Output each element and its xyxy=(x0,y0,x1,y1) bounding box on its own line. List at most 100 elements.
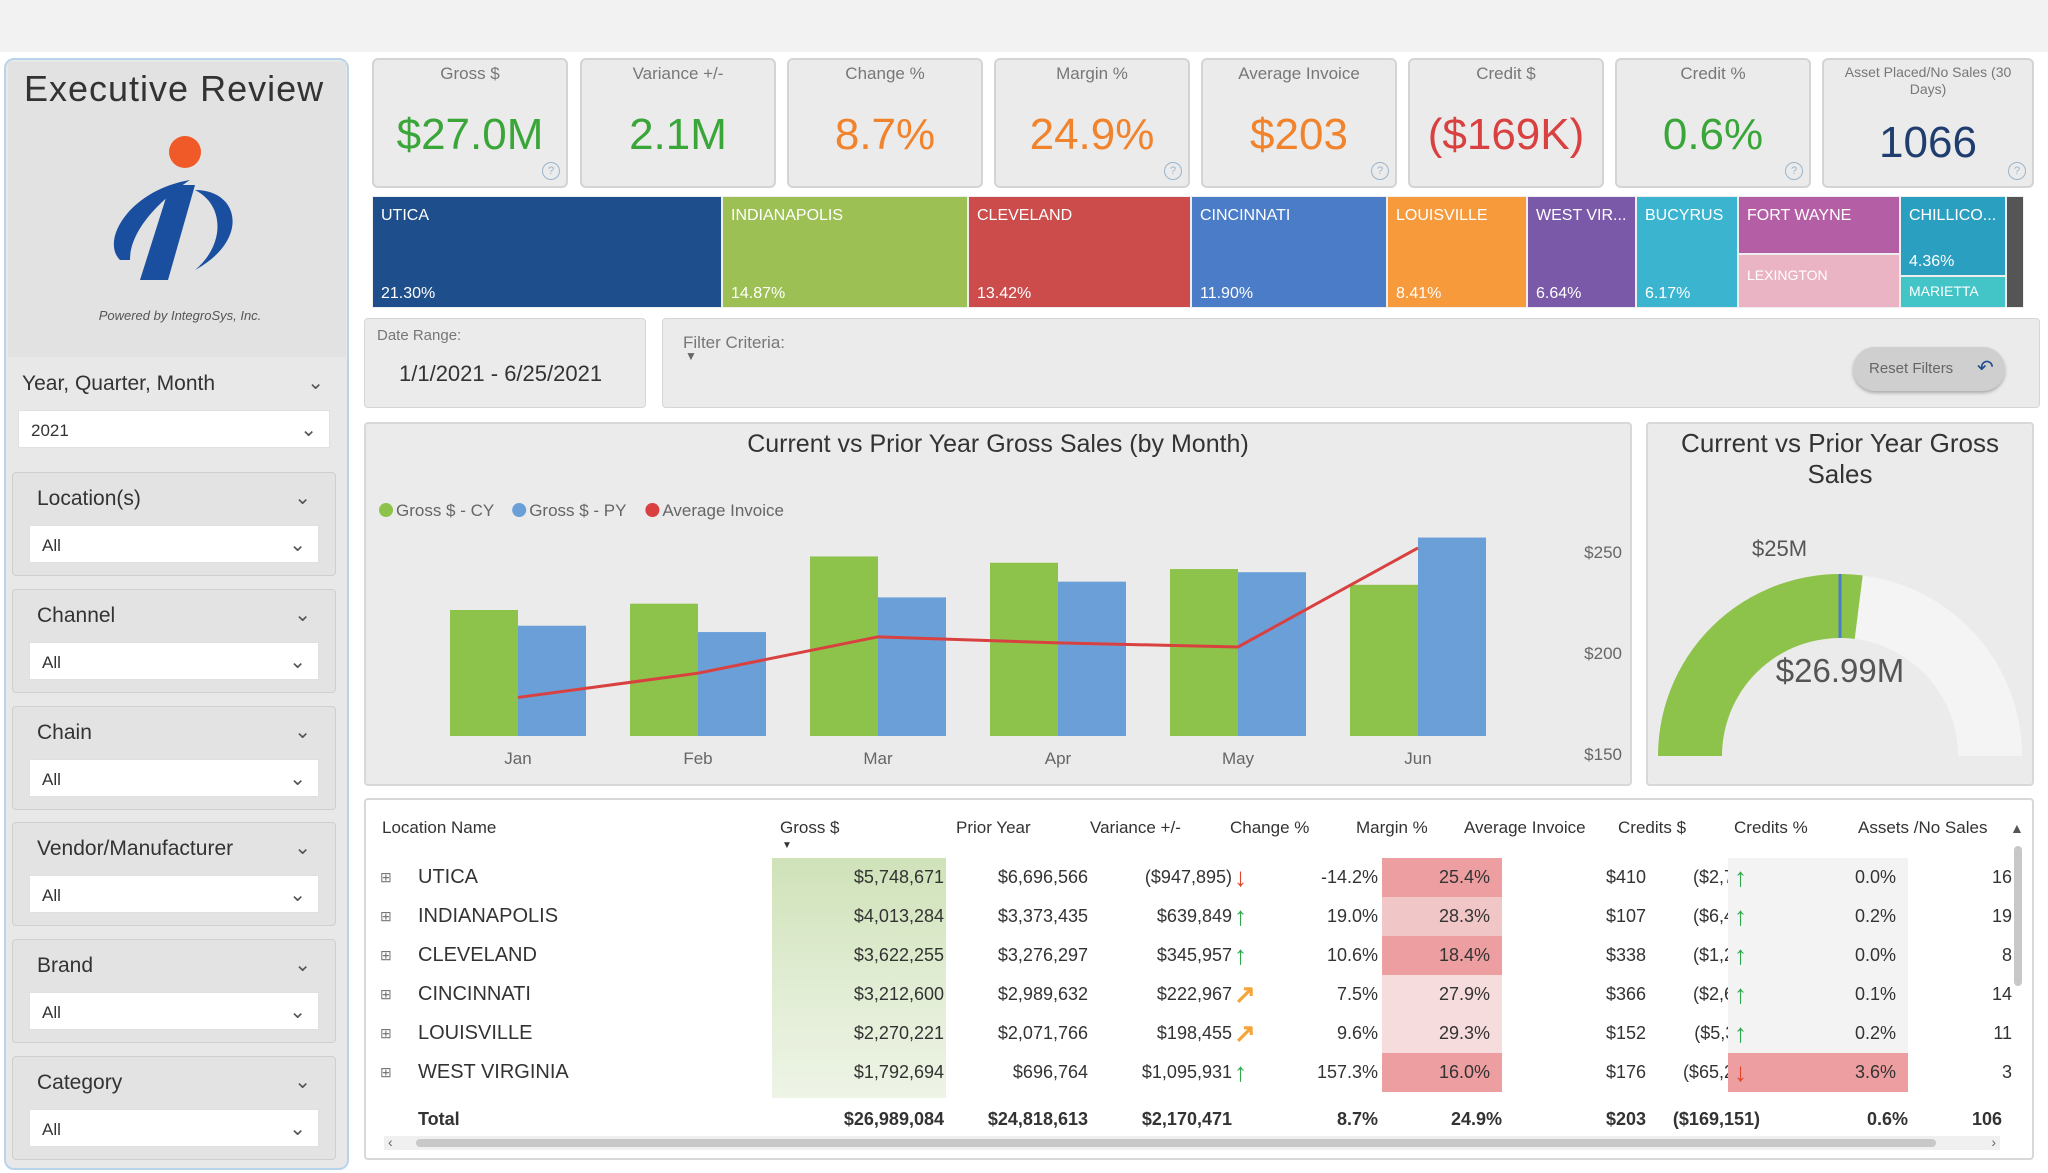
horizontal-scrollbar[interactable]: ‹ › xyxy=(384,1134,2000,1150)
col-header-change[interactable]: Change % xyxy=(1230,818,1310,837)
caret-down-icon[interactable]: ▼ xyxy=(685,349,697,363)
vendor-dropdown[interactable]: All ⌄ xyxy=(29,875,319,913)
slicer-vendor-manufacturer[interactable]: Vendor/Manufacturer ⌄ All ⌄ xyxy=(12,822,336,926)
info-icon[interactable]: ? xyxy=(1371,162,1389,180)
col-header-credits[interactable]: Credits $ xyxy=(1618,818,1687,837)
slicer-brand[interactable]: Brand ⌄ All ⌄ xyxy=(12,939,336,1043)
brand-dropdown[interactable]: All ⌄ xyxy=(29,992,319,1030)
expand-icon[interactable]: ⊞ xyxy=(380,1025,392,1041)
expand-icon[interactable]: ⊞ xyxy=(380,908,392,924)
bar-cy xyxy=(630,603,698,736)
date-range-card[interactable]: Date Range: 1/1/2021 - 6/25/2021 xyxy=(364,318,646,408)
cell-average-invoice: $338 xyxy=(1605,945,1646,965)
chevron-down-icon[interactable]: ⌄ xyxy=(294,487,311,509)
expand-icon[interactable]: ⊞ xyxy=(380,869,392,885)
scroll-up-icon[interactable]: ▲ xyxy=(2010,820,2024,836)
col-header-credits-percent[interactable]: Credits % xyxy=(1734,818,1808,837)
kpi-credit-percent[interactable]: Credit % 0.6%? xyxy=(1615,58,1811,188)
chain-dropdown[interactable]: All ⌄ xyxy=(29,759,319,797)
expand-icon[interactable]: ⊞ xyxy=(380,1064,392,1080)
locations-dropdown[interactable]: All ⌄ xyxy=(29,525,319,563)
kpi-margin[interactable]: Margin % 24.9%? xyxy=(994,58,1190,188)
kpi-value: 1066 xyxy=(1879,118,1977,167)
expand-icon[interactable]: ⊞ xyxy=(380,986,392,1002)
table-row[interactable]: ⊞ CINCINNATI $3,212,600 $2,989,632 $222,967 ↗… xyxy=(366,975,2016,1014)
cell-gross: $2,270,221 xyxy=(853,1023,944,1043)
col-header-assets[interactable]: Assets /No Sales xyxy=(1858,818,1988,837)
info-icon[interactable]: ? xyxy=(1785,162,1803,180)
cell-average-invoice: $176 xyxy=(1605,1062,1646,1082)
tile-percent: 14.87% xyxy=(731,285,786,302)
kpi-asset-placed[interactable]: Asset Placed/No Sales (30 Days) 1066? xyxy=(1822,58,2034,188)
vertical-scrollbar-thumb[interactable] xyxy=(2014,846,2022,986)
table-row[interactable]: ⊞ UTICA $5,748,671 $6,696,566 ($947,895) ↓ -14… xyxy=(366,858,2016,897)
cell-credits-percent: 0.2% xyxy=(1854,1023,1896,1043)
treemap-tile-indianapolis[interactable]: INDIANAPOLIS 14.87% xyxy=(723,197,967,307)
table-row[interactable]: ⊞ LOUISVILLE $2,270,221 $2,071,766 $198,455 ↗… xyxy=(366,1014,2016,1053)
channel-dropdown[interactable]: All ⌄ xyxy=(29,642,319,680)
cell-average-invoice: $152 xyxy=(1605,1023,1646,1043)
treemap-tile-louisville[interactable]: LOUISVILLE 8.41% xyxy=(1388,197,1526,307)
col-header-location[interactable]: Location Name xyxy=(382,818,497,837)
kpi-credit-dollars[interactable]: Credit $ ($169K) xyxy=(1408,58,1604,188)
slicer-chain[interactable]: Chain ⌄ All ⌄ xyxy=(12,706,336,810)
kpi-variance[interactable]: Variance +/- 2.1M xyxy=(580,58,776,188)
slicer-channel[interactable]: Channel ⌄ All ⌄ xyxy=(12,589,336,693)
col-header-variance[interactable]: Variance +/- xyxy=(1090,818,1181,837)
scroll-right-icon[interactable]: › xyxy=(1991,1134,1996,1150)
slicer-label: Channel xyxy=(37,604,116,627)
legend-marker xyxy=(512,503,527,517)
info-icon[interactable]: ? xyxy=(2008,162,2026,180)
treemap-tile-marietta[interactable]: MARIETTA xyxy=(1901,277,2005,307)
treemap-tile-cincinnati[interactable]: CINCINNATI 11.90% xyxy=(1192,197,1386,307)
chevron-down-icon[interactable]: ⌄ xyxy=(307,372,324,394)
treemap-tile-lexington[interactable]: LEXINGTON xyxy=(1739,255,1899,307)
scrollbar-thumb[interactable] xyxy=(416,1139,1936,1147)
chevron-down-icon: ⌄ xyxy=(289,651,306,673)
scroll-left-icon[interactable]: ‹ xyxy=(388,1134,393,1150)
treemap-tile-cleveland[interactable]: CLEVELAND 13.42% xyxy=(969,197,1190,307)
reset-filters-button[interactable]: Reset Filters ↶ xyxy=(1853,347,2005,391)
chevron-down-icon[interactable]: ⌄ xyxy=(294,954,311,976)
total-prior: $24,818,613 xyxy=(987,1109,1088,1129)
tile-percent: 13.42% xyxy=(977,285,1032,302)
chevron-down-icon[interactable]: ⌄ xyxy=(294,837,311,859)
total-assets: 106 xyxy=(1971,1109,2002,1129)
info-icon[interactable]: ? xyxy=(1164,162,1182,180)
col-header-margin[interactable]: Margin % xyxy=(1356,818,1428,837)
treemap-tile-fort-wayne[interactable]: FORT WAYNE xyxy=(1739,197,1899,253)
col-header-prior-year[interactable]: Prior Year xyxy=(956,818,1031,837)
treemap-tile-utica[interactable]: UTICA 21.30% xyxy=(373,197,721,307)
chevron-down-icon[interactable]: ⌄ xyxy=(294,1071,311,1093)
slicer-locations[interactable]: Location(s) ⌄ All ⌄ xyxy=(12,472,336,576)
treemap-tile-other[interactable] xyxy=(2007,197,2023,307)
info-icon[interactable]: ? xyxy=(542,162,560,180)
treemap-tile-chillicothe[interactable]: CHILLICO... 4.36% xyxy=(1901,197,2005,275)
cell-change: 7.5% xyxy=(1336,984,1378,1004)
chevron-down-icon: ⌄ xyxy=(289,884,306,906)
date-range-value[interactable]: 1/1/2021 - 6/25/2021 xyxy=(399,361,603,386)
col-header-gross[interactable]: Gross $ xyxy=(780,818,840,837)
year-dropdown[interactable]: 2021 ⌄ xyxy=(18,410,330,448)
kpi-gross[interactable]: Gross $ $27.0M? xyxy=(372,58,568,188)
chevron-down-icon[interactable]: ⌄ xyxy=(294,604,311,626)
slicer-year-quarter-month[interactable]: Year, Quarter, Month ⌄ 2021 ⌄ xyxy=(12,358,336,456)
treemap-tile-bucyrus[interactable]: BUCYRUS 6.17% xyxy=(1637,197,1737,307)
x-tick-label: Feb xyxy=(683,749,712,768)
category-dropdown[interactable]: All ⌄ xyxy=(29,1109,319,1147)
table-row[interactable]: ⊞ WEST VIRGINIA $1,792,694 $696,764 $1,095,9… xyxy=(366,1053,2016,1092)
gauge-title: Current vs Prior Year Gross Sales xyxy=(1681,428,1999,489)
chevron-down-icon[interactable]: ⌄ xyxy=(294,721,311,743)
kpi-average-invoice[interactable]: Average Invoice $203? xyxy=(1201,58,1397,188)
treemap-tile-west-virginia[interactable]: WEST VIR... 6.64% xyxy=(1528,197,1635,307)
average-invoice-line xyxy=(517,546,1419,699)
slicer-category[interactable]: Category ⌄ All ⌄ xyxy=(12,1056,336,1160)
arrow-up-icon: ↑ xyxy=(1734,979,1747,1009)
chevron-down-icon: ⌄ xyxy=(289,1001,306,1023)
kpi-change[interactable]: Change % 8.7% xyxy=(787,58,983,188)
table-row[interactable]: ⊞ CLEVELAND $3,622,255 $3,276,297 $345,957 ↑ 1… xyxy=(366,936,2016,975)
expand-icon[interactable]: ⊞ xyxy=(380,947,392,963)
table-row[interactable]: ⊞ INDIANAPOLIS $4,013,284 $3,373,435 $639,84… xyxy=(366,897,2016,936)
col-header-average-invoice[interactable]: Average Invoice xyxy=(1464,818,1586,837)
cell-change: 10.6% xyxy=(1326,945,1378,965)
